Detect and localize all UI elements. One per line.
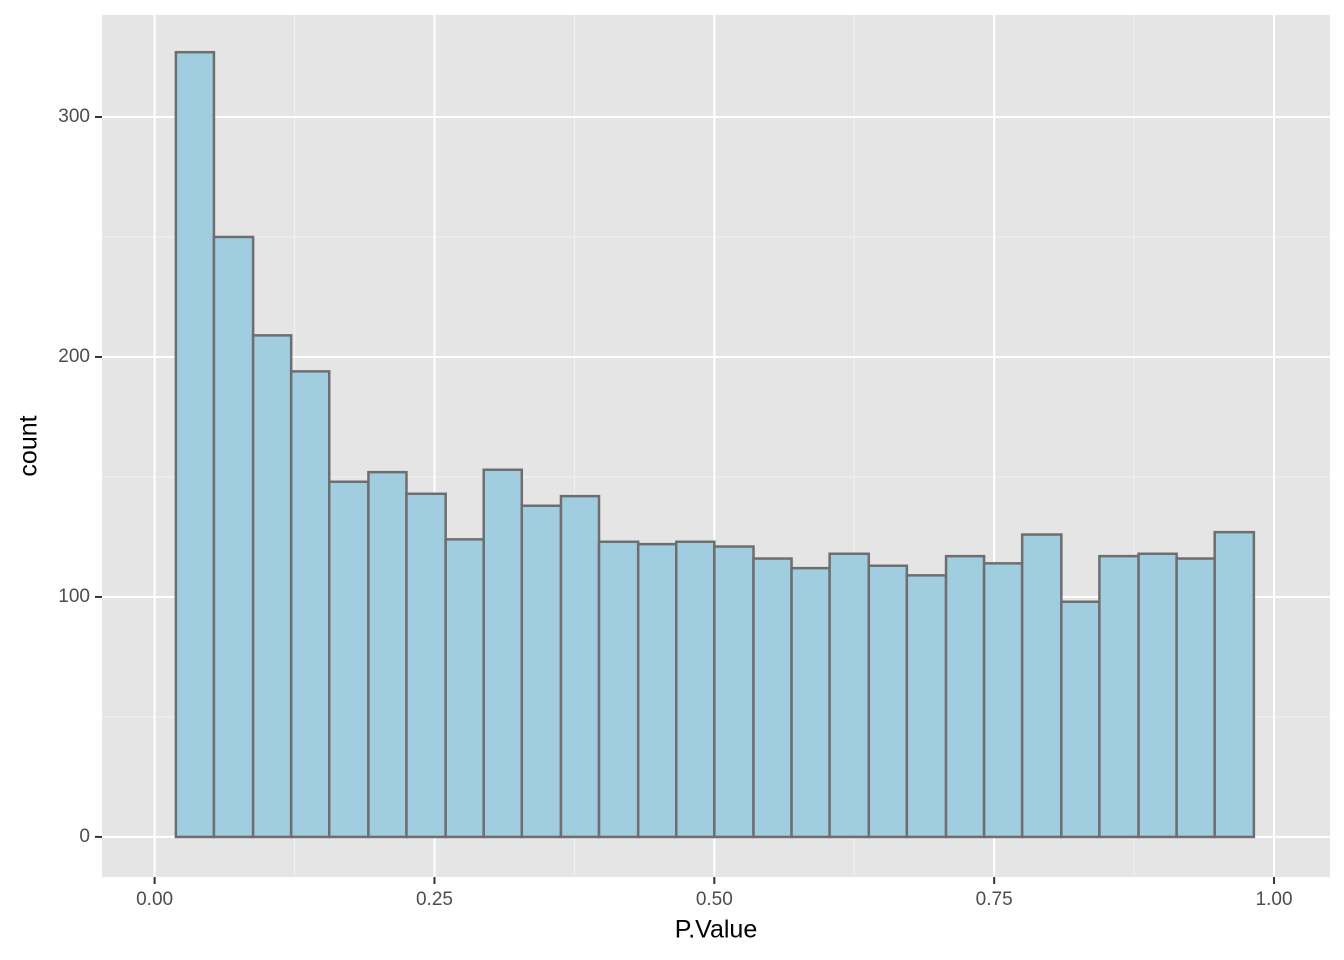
bar — [828, 552, 871, 839]
bar — [675, 540, 716, 839]
bar — [867, 564, 909, 839]
bar — [597, 540, 640, 839]
bar — [212, 235, 255, 839]
bar — [1060, 600, 1101, 839]
x-tick-label: 0.00 — [136, 889, 173, 910]
bar — [636, 542, 678, 839]
bar — [752, 557, 793, 839]
y-tick-label: 300 — [58, 106, 90, 127]
x-tick-label: 0.50 — [696, 889, 733, 910]
bar — [520, 504, 563, 839]
bar — [405, 492, 447, 839]
bar — [174, 50, 216, 839]
bar — [367, 470, 408, 839]
x-tick-label: 0.75 — [976, 889, 1013, 910]
bar — [982, 562, 1024, 839]
bar — [1020, 533, 1063, 839]
bar — [289, 370, 331, 839]
x-axis-title: P.Value — [675, 916, 757, 944]
x-tick-label: 1.00 — [1256, 889, 1293, 910]
bar — [790, 566, 831, 839]
bar — [251, 334, 293, 839]
y-tick-label: 200 — [58, 346, 90, 367]
bar — [327, 480, 370, 839]
bar — [482, 468, 524, 839]
y-tick-label: 100 — [58, 586, 90, 607]
bar — [1098, 554, 1140, 839]
x-tick-label: 0.25 — [416, 889, 453, 910]
bar — [559, 494, 601, 839]
bar — [1213, 530, 1256, 839]
y-axis-title: count — [15, 415, 43, 476]
bar — [1137, 552, 1178, 839]
bar — [444, 538, 485, 839]
bar — [905, 574, 948, 839]
bar — [944, 554, 986, 839]
bar — [713, 545, 755, 839]
y-tick-label: 0 — [79, 826, 90, 847]
bar — [1175, 557, 1216, 839]
